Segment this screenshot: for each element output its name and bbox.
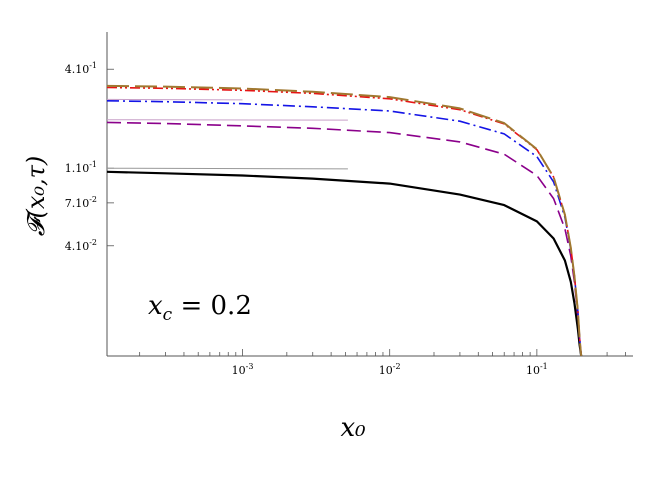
y-tick-label: 4.10-1 (65, 61, 97, 76)
series-layer (107, 84, 583, 356)
series-line-3 (107, 100, 582, 356)
x-axis-title: x₀ (340, 413, 366, 443)
series-line-1 (107, 170, 583, 356)
y-axis-title: 𝓕(x₀,τ) (22, 156, 50, 237)
y-tick-label: 7.10-2 (65, 195, 97, 210)
y-tick-label: 1.10-1 (65, 160, 97, 175)
x-tick-label: 10-2 (379, 362, 401, 377)
series-line-8 (107, 98, 243, 101)
series-line-5 (107, 84, 583, 356)
labels: 10-3 10-2 10-1 4.10-1 1.10-1 7.10-2 4.10-2 x₀ 𝓕(… (22, 61, 548, 443)
y-tick-label: 4.10-2 (65, 238, 97, 253)
x-tick-label: 10-3 (232, 362, 254, 377)
series-line-6 (107, 167, 348, 170)
annotation-xc: xc = 0.2 (148, 291, 252, 325)
x-tick-label: 10-1 (526, 362, 548, 377)
